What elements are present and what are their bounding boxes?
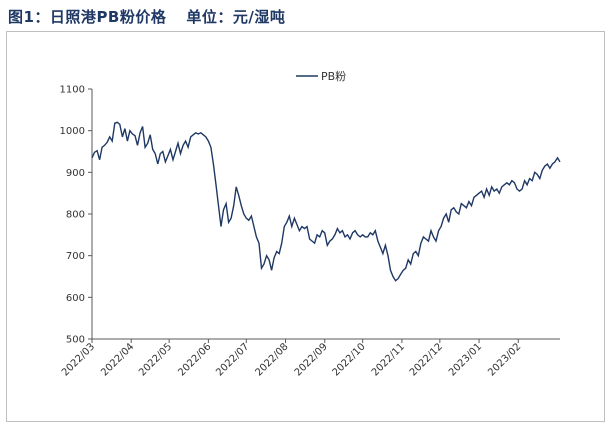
- x-axis-ticks: 2022/03 2022/04 2022/05 2022/06 2022/07 2022/…: [60, 339, 523, 378]
- series-line-pb: [91, 121, 561, 282]
- x-tick-label: 2022/05: [137, 341, 174, 378]
- y-tick-label: 500: [66, 335, 85, 346]
- x-tick-label: 2022/12: [408, 341, 445, 378]
- y-tick-label: 1000: [60, 126, 85, 137]
- y-tick-label: 1100: [60, 85, 85, 96]
- y-tick-label: 600: [66, 293, 85, 304]
- x-tick-label: 2022/06: [176, 341, 213, 378]
- chart-frame: [6, 31, 605, 422]
- x-tick-label: 2023/01: [447, 341, 484, 378]
- x-tick-label: 2023/02: [486, 341, 523, 378]
- x-tick-label: 2022/03: [60, 341, 97, 378]
- x-tick-label: 2022/09: [293, 341, 330, 378]
- x-tick-label: 2022/10: [331, 341, 368, 378]
- x-tick-label: 2022/11: [370, 341, 407, 378]
- x-tick-label: 2022/07: [214, 341, 251, 378]
- chart-unit: 单位：元/湿吨: [186, 8, 286, 26]
- y-tick-label: 700: [66, 251, 85, 262]
- y-axis-ticks: 500 600 700 800 900 1000 1100: [60, 85, 92, 346]
- x-tick-label: 2022/08: [253, 341, 290, 378]
- x-tick-label: 2022/04: [99, 341, 136, 378]
- y-tick-label: 900: [66, 168, 85, 179]
- chart-title: 图1：日照港PB粉价格 单位：元/湿吨: [8, 6, 285, 27]
- y-tick-label: 800: [66, 210, 85, 221]
- legend: PB粉: [296, 70, 346, 83]
- legend-label: PB粉: [321, 70, 346, 83]
- chart-title-main: 图1：日照港PB粉价格: [8, 8, 167, 26]
